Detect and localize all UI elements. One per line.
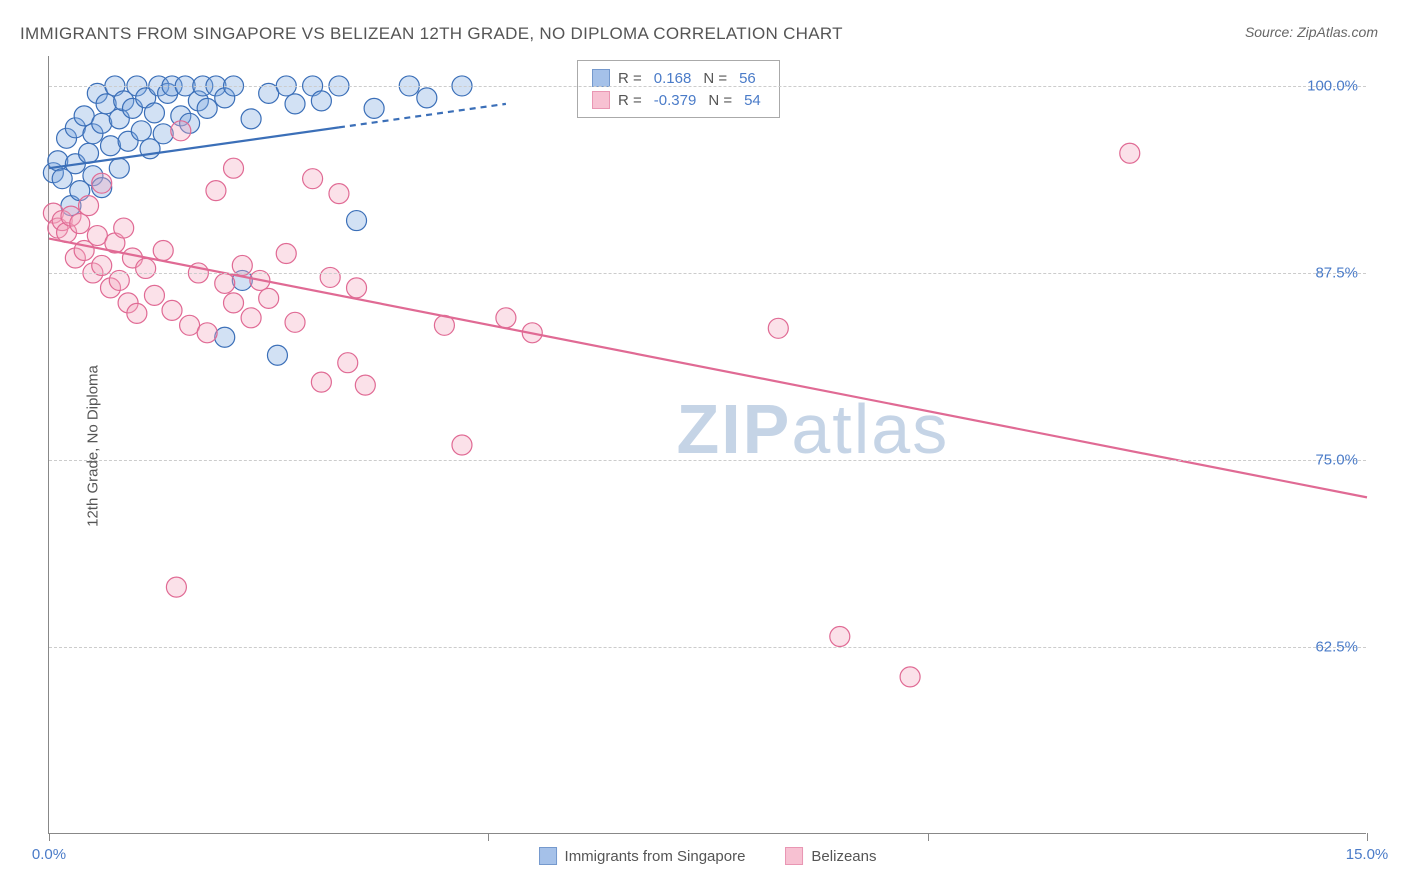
legend-stats: R = 0.168 N = 56 R = -0.379 N = 54: [577, 60, 780, 118]
data-point: [79, 143, 99, 163]
source-label: Source: ZipAtlas.com: [1245, 24, 1378, 40]
legend-n-value: 56: [739, 70, 756, 87]
legend-label: Immigrants from Singapore: [565, 848, 746, 865]
legend-r-label: R =: [618, 92, 642, 109]
gridline-h: [49, 460, 1366, 461]
data-point: [153, 124, 173, 144]
x-tick-label: 0.0%: [32, 846, 66, 863]
y-tick-label: 100.0%: [1307, 77, 1358, 94]
legend-stat-row: R = -0.379 N = 54: [592, 89, 765, 111]
data-point: [162, 300, 182, 320]
data-point: [153, 241, 173, 261]
chart-container: IMMIGRANTS FROM SINGAPORE VS BELIZEAN 12…: [0, 0, 1406, 892]
data-point: [900, 667, 920, 687]
data-point: [320, 267, 340, 287]
plot-svg: [49, 56, 1366, 833]
data-point: [215, 327, 235, 347]
legend-r-label: R =: [618, 70, 642, 87]
trend-line: [49, 239, 1367, 498]
data-point: [329, 184, 349, 204]
data-point: [311, 91, 331, 111]
data-point: [347, 278, 367, 298]
data-point: [241, 109, 261, 129]
data-point: [127, 303, 147, 323]
data-point: [92, 113, 112, 133]
data-point: [311, 372, 331, 392]
legend-n-label: N =: [708, 92, 732, 109]
gridline-h: [49, 647, 1366, 648]
legend-n-value: 54: [744, 92, 761, 109]
legend-r-value: 0.168: [654, 70, 692, 87]
data-point: [259, 288, 279, 308]
gridline-h: [49, 273, 1366, 274]
data-point: [224, 158, 244, 178]
data-point: [496, 308, 516, 328]
data-point: [347, 211, 367, 231]
x-tick: [928, 833, 929, 841]
data-point: [79, 196, 99, 216]
y-tick-label: 87.5%: [1315, 264, 1358, 281]
gridline-h: [49, 86, 1366, 87]
data-point: [144, 285, 164, 305]
x-tick: [1367, 833, 1368, 841]
data-point: [109, 158, 129, 178]
data-point: [197, 98, 217, 118]
data-point: [452, 435, 472, 455]
data-point: [303, 169, 323, 189]
data-point: [267, 345, 287, 365]
y-tick-label: 75.0%: [1315, 451, 1358, 468]
data-point: [224, 293, 244, 313]
data-point: [131, 121, 151, 141]
x-tick: [488, 833, 489, 841]
data-point: [197, 323, 217, 343]
data-point: [417, 88, 437, 108]
chart-title: IMMIGRANTS FROM SINGAPORE VS BELIZEAN 12…: [20, 24, 843, 44]
y-tick-label: 62.5%: [1315, 638, 1358, 655]
data-point: [136, 258, 156, 278]
legend-swatch: [592, 69, 610, 87]
data-point: [144, 103, 164, 123]
legend-swatch: [785, 847, 803, 865]
legend-swatch: [592, 91, 610, 109]
legend-label: Belizeans: [811, 848, 876, 865]
legend-swatch: [539, 847, 557, 865]
data-point: [114, 218, 134, 238]
data-point: [206, 181, 226, 201]
data-point: [364, 98, 384, 118]
legend-series: Immigrants from Singapore Belizeans: [539, 847, 877, 865]
legend-n-label: N =: [703, 70, 727, 87]
data-point: [241, 308, 261, 328]
data-point: [101, 136, 121, 156]
data-point: [276, 243, 296, 263]
x-tick: [49, 833, 50, 841]
data-point: [285, 94, 305, 114]
data-point: [215, 273, 235, 293]
data-point: [166, 577, 186, 597]
x-tick-label: 15.0%: [1346, 846, 1389, 863]
legend-item: Belizeans: [785, 847, 876, 865]
data-point: [70, 214, 90, 234]
data-point: [1120, 143, 1140, 163]
data-point: [285, 312, 305, 332]
data-point: [830, 627, 850, 647]
data-point: [768, 318, 788, 338]
legend-r-value: -0.379: [654, 92, 697, 109]
plot-area: ZIPatlas R =0.168N =56R =-0.379N =54 Imm…: [48, 56, 1366, 834]
legend-item: Immigrants from Singapore: [539, 847, 746, 865]
data-point: [171, 121, 191, 141]
data-point: [338, 353, 358, 373]
data-point: [92, 173, 112, 193]
data-point: [355, 375, 375, 395]
